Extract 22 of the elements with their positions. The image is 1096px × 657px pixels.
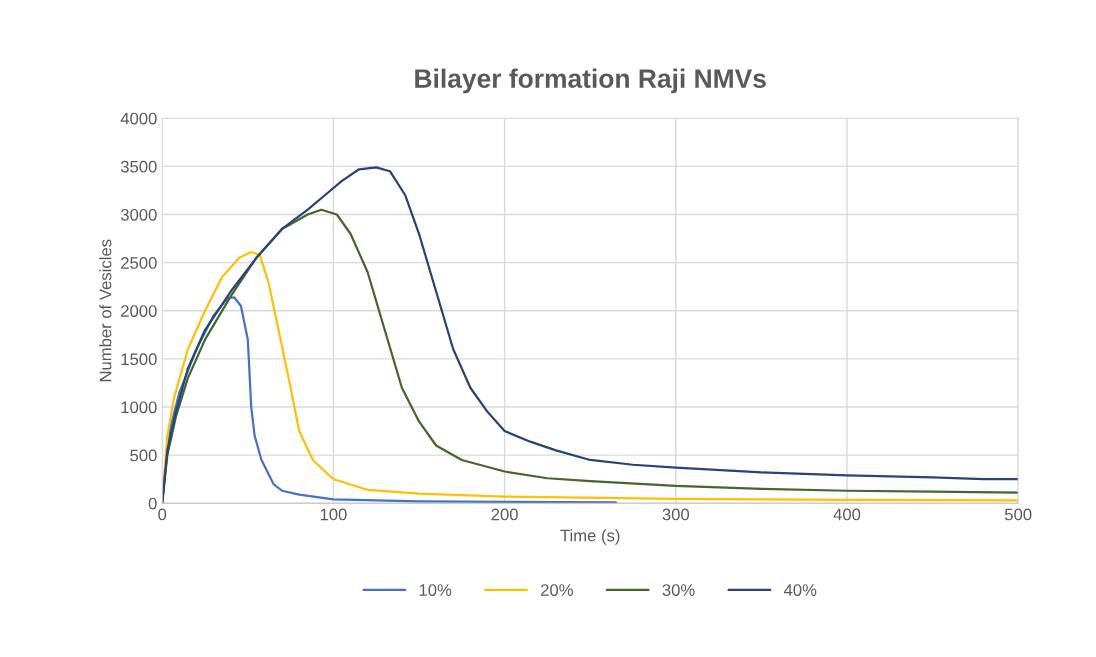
legend-label: 30% [662,584,695,596]
chart-title: Bilayer formation Raji NMVs [415,68,766,94]
x-tick-label: 200 [491,508,518,521]
y-tick-label: 0 [148,497,157,510]
x-tick-label: 100 [320,508,347,521]
legend-label: 40% [783,584,817,596]
x-tick-label: 500 [1004,508,1032,521]
x-axis-title: Time (s) [560,529,620,545]
y-tick-label: 1500 [121,353,157,366]
x-tick-label: 400 [833,508,861,521]
y-tick-label: 3500 [120,160,157,173]
y-tick-label: 4000 [120,112,157,125]
y-tick-label: 500 [130,449,157,462]
y-tick-label: 1000 [121,401,157,414]
y-axis-title: Number of Vesicles [99,239,112,382]
x-tick-label: 0 [158,508,167,521]
y-tick-label: 3000 [120,208,157,221]
y-tick-label: 2500 [121,257,157,269]
legend-label: 20% [541,584,573,596]
legend-label: 10% [419,584,452,596]
y-tick-label: 2000 [121,305,157,317]
x-tick-label: 300 [662,508,690,521]
